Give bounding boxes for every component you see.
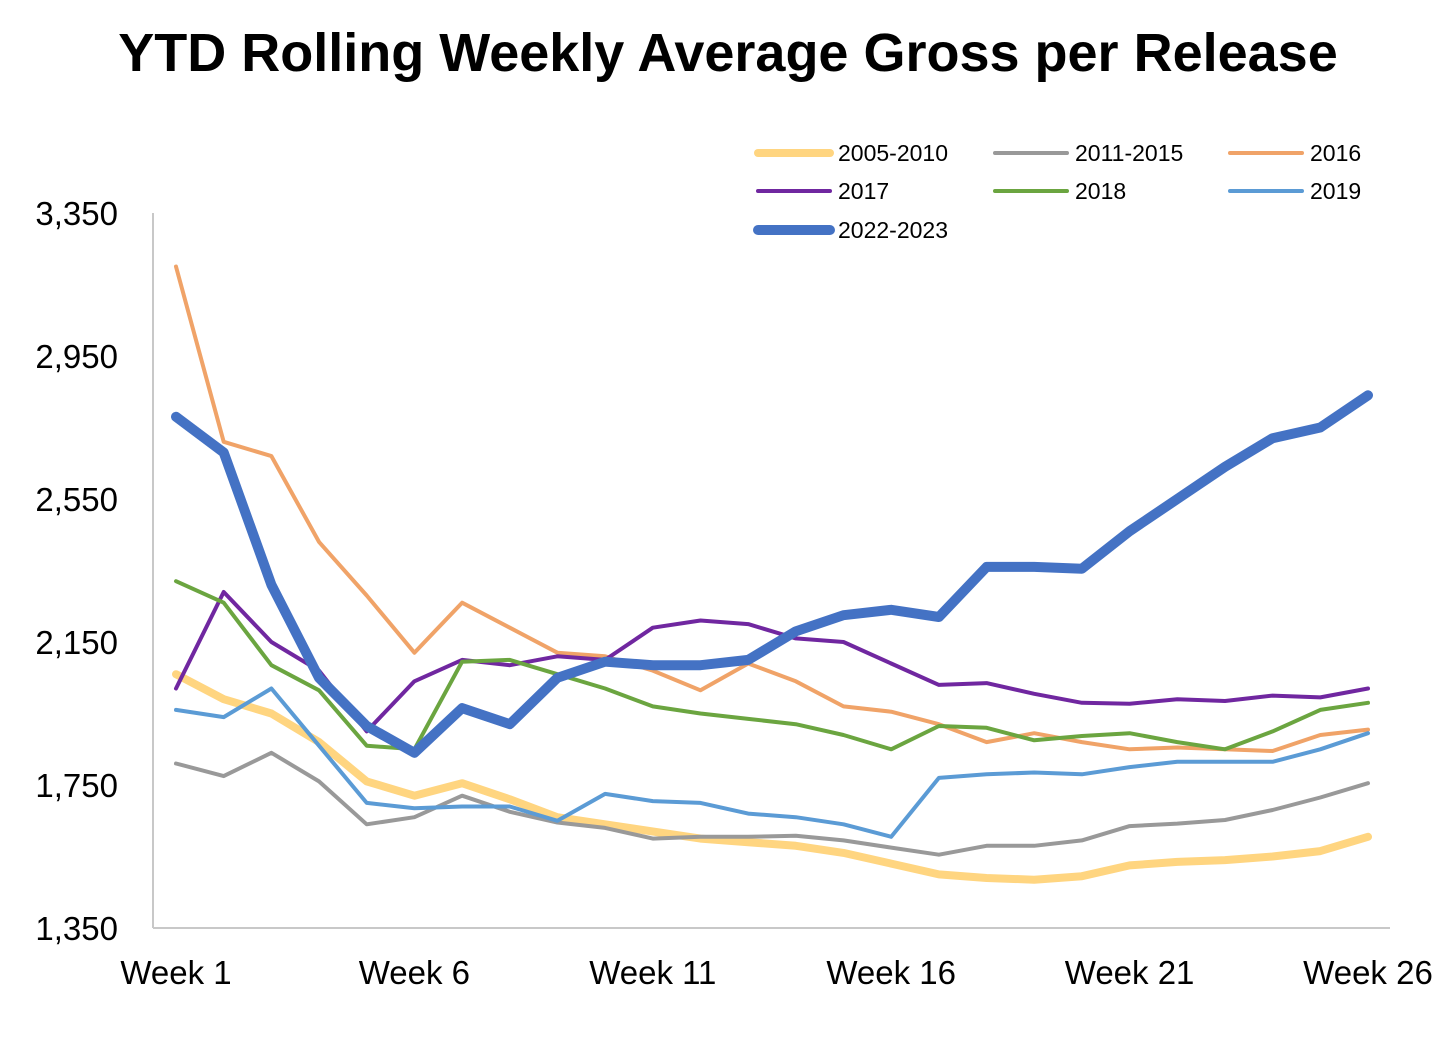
x-tick-label: Week 6 xyxy=(359,954,470,991)
y-tick-label: 1,750 xyxy=(35,767,118,804)
series-line-2016 xyxy=(174,264,1370,753)
series-lines xyxy=(171,264,1373,884)
y-tick-label: 3,350 xyxy=(35,195,118,232)
chart-title: YTD Rolling Weekly Average Gross per Rel… xyxy=(118,23,1337,83)
y-tick-label: 2,150 xyxy=(35,624,118,661)
legend-label: 2011-2015 xyxy=(1075,140,1183,166)
legend: 2005-2010 2011-2015 2016 2017 2018 2019 2022-2… xyxy=(753,140,1361,243)
series-line-2011-2015 xyxy=(174,750,1370,857)
y-tick-labels: 1,350 1,750 2,150 2,550 2,950 3,350 xyxy=(35,195,118,947)
series-line-2017 xyxy=(174,590,1370,734)
legend-label: 2017 xyxy=(838,178,889,204)
x-tick-label: Week 21 xyxy=(1065,954,1195,991)
x-tick-label: Week 16 xyxy=(826,954,956,991)
y-tick-label: 2,950 xyxy=(35,338,118,375)
y-tick-label: 1,350 xyxy=(35,910,118,947)
legend-label: 2016 xyxy=(1310,140,1361,166)
legend-label: 2005-2010 xyxy=(838,140,948,166)
series-line-2022-2023 xyxy=(171,390,1373,758)
x-tick-label: Week 11 xyxy=(589,954,716,991)
series-line-2018 xyxy=(174,579,1370,752)
x-tick-labels: Week 1 Week 6 Week 11 Week 16 Week 21 Week 26 xyxy=(120,954,1432,991)
series-line-2005-2010 xyxy=(172,670,1372,884)
legend-label: 2019 xyxy=(1310,178,1361,204)
series-line-2019 xyxy=(174,686,1370,839)
y-tick-label: 2,550 xyxy=(35,481,118,518)
legend-label: 2018 xyxy=(1075,178,1126,204)
x-tick-label: Week 1 xyxy=(120,954,231,991)
legend-label: 2022-2023 xyxy=(838,217,948,243)
x-tick-label: Week 26 xyxy=(1303,954,1433,991)
